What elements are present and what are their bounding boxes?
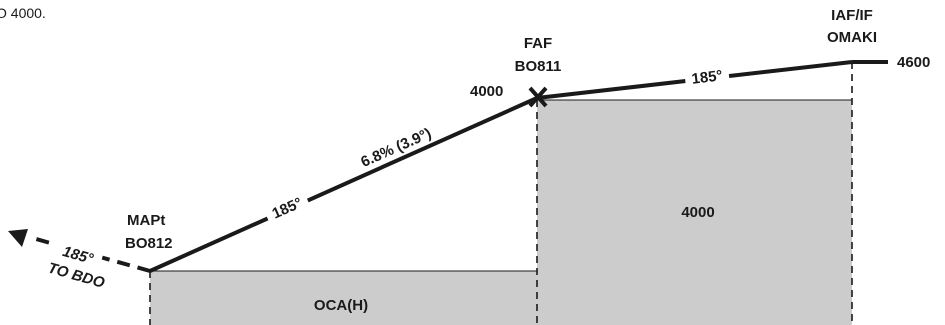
mapt-label-line1: MAPt <box>127 212 165 229</box>
oca-area <box>150 271 537 325</box>
intermediate-course-group: 185° <box>683 63 730 89</box>
missed-course-group: 185° <box>52 236 105 272</box>
faf-cross-icon <box>528 86 548 108</box>
faf-label-line2: BO811 <box>515 58 562 75</box>
faf-iaf-area <box>537 100 852 325</box>
faf-label-line1: FAF <box>524 35 552 52</box>
mapt-label-line2: BO812 <box>125 235 173 252</box>
final-approach-line <box>149 96 538 273</box>
iaf-label-line1: IAF/IF <box>831 7 873 24</box>
intermediate-course-label: 185° <box>691 67 724 88</box>
oca-label: OCA(H) <box>314 297 368 314</box>
iaf-label-line2: OMAKI <box>827 29 877 46</box>
note-fragment: O 4000. <box>0 5 46 21</box>
iaf-altitude: 4600 <box>897 54 930 71</box>
final-course-group: 185° <box>262 189 311 226</box>
missed-approach-arrowhead <box>8 229 28 247</box>
faf-altitude: 4000 <box>470 83 503 100</box>
final-course-label: 185° <box>270 194 305 222</box>
upper-area-altitude: 4000 <box>681 204 714 221</box>
